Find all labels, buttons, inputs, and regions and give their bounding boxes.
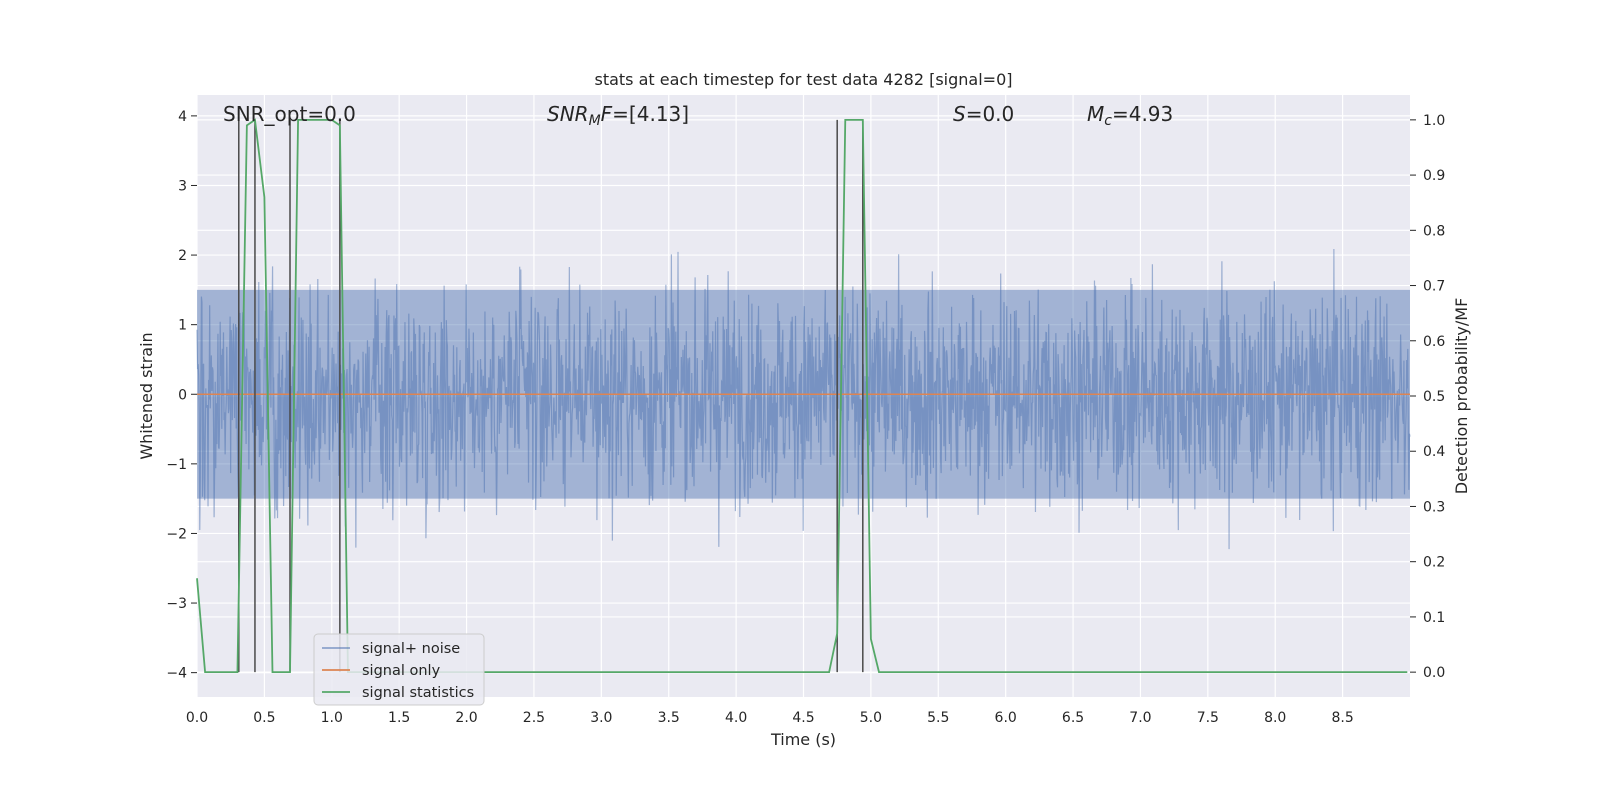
signal-statistics-series — [196, 118, 1408, 674]
y-left-tick-label: 4 — [178, 109, 187, 125]
x-tick-label: 5.0 — [860, 710, 882, 726]
y-right-tick-label: 0.7 — [1423, 279, 1445, 295]
y-axis-label-left: Whitened strain — [137, 332, 156, 459]
y-right-tick-label: 0.1 — [1423, 610, 1445, 626]
y-right-tick-label: 0.6 — [1423, 334, 1445, 350]
y-right-tick-label: 0.5 — [1423, 389, 1445, 405]
y-right-tick-label: 0.4 — [1423, 444, 1445, 460]
x-tick-label: 0.0 — [186, 710, 208, 726]
y-axis-label-right: Detection probability/MF — [1452, 298, 1471, 495]
x-tick-label: 6.0 — [995, 710, 1017, 726]
x-tick-label: 3.0 — [590, 710, 612, 726]
x-tick-label: 8.5 — [1331, 710, 1353, 726]
annotation-snr-opt: SNR_opt=0.0 — [223, 102, 356, 126]
x-tick-label: 7.5 — [1197, 710, 1219, 726]
legend-label: signal+ noise — [362, 641, 460, 657]
x-tick-label: 7.0 — [1129, 710, 1151, 726]
legend-label: signal statistics — [362, 685, 474, 701]
legend-label: signal only — [362, 663, 441, 679]
y-left-tick-label: −3 — [166, 596, 187, 612]
x-tick-label: 3.5 — [658, 710, 680, 726]
y-left-tick-label: −1 — [166, 457, 187, 473]
y-left-tick-label: 0 — [178, 387, 187, 403]
x-tick-label: 2.0 — [455, 710, 477, 726]
x-tick-label: 6.5 — [1062, 710, 1084, 726]
y-right-tick-label: 1.0 — [1423, 113, 1445, 129]
chart-title: stats at each timestep for test data 428… — [594, 70, 1012, 89]
x-tick-label: 0.5 — [253, 710, 275, 726]
signal-noise-line — [196, 248, 1411, 550]
y-left-tick-label: 1 — [178, 318, 187, 334]
y-left-tick-label: −2 — [166, 526, 187, 542]
x-axis-label: Time (s) — [770, 730, 836, 749]
x-tick-label: 5.5 — [927, 710, 949, 726]
legend: signal+ noise signal only signal statistic… — [313, 633, 485, 706]
y-right-tick-label: 0.3 — [1423, 499, 1445, 515]
signal-statistics-line — [196, 118, 1408, 674]
axis-ticks: 0.0 0.5 1.0 1.5 2.0 2.5 3.0 3.5 4.0 4.5 5.0 5.5 6.0 6… — [166, 109, 1445, 726]
y-left-tick-label: 3 — [178, 178, 187, 194]
y-right-tick-label: 0.8 — [1423, 223, 1445, 239]
y-right-tick-label: 0.2 — [1423, 555, 1445, 571]
x-tick-label: 8.0 — [1264, 710, 1286, 726]
annotation-mc: Mc=4.93 — [1087, 102, 1173, 129]
annotation-snr-mf: SNRMF=[4.13] — [547, 102, 689, 129]
x-tick-label: 1.0 — [321, 710, 343, 726]
annotation-s: S=0.0 — [953, 102, 1014, 126]
y-left-tick-label: −4 — [166, 666, 187, 682]
x-tick-label: 1.5 — [388, 710, 410, 726]
x-tick-label: 4.0 — [725, 710, 747, 726]
legend-box — [313, 633, 485, 706]
y-right-tick-label: 0.0 — [1423, 665, 1445, 681]
x-tick-label: 4.5 — [792, 710, 814, 726]
y-right-tick-label: 0.9 — [1423, 168, 1445, 184]
y-left-tick-label: 2 — [178, 248, 187, 264]
x-tick-label: 2.5 — [523, 710, 545, 726]
